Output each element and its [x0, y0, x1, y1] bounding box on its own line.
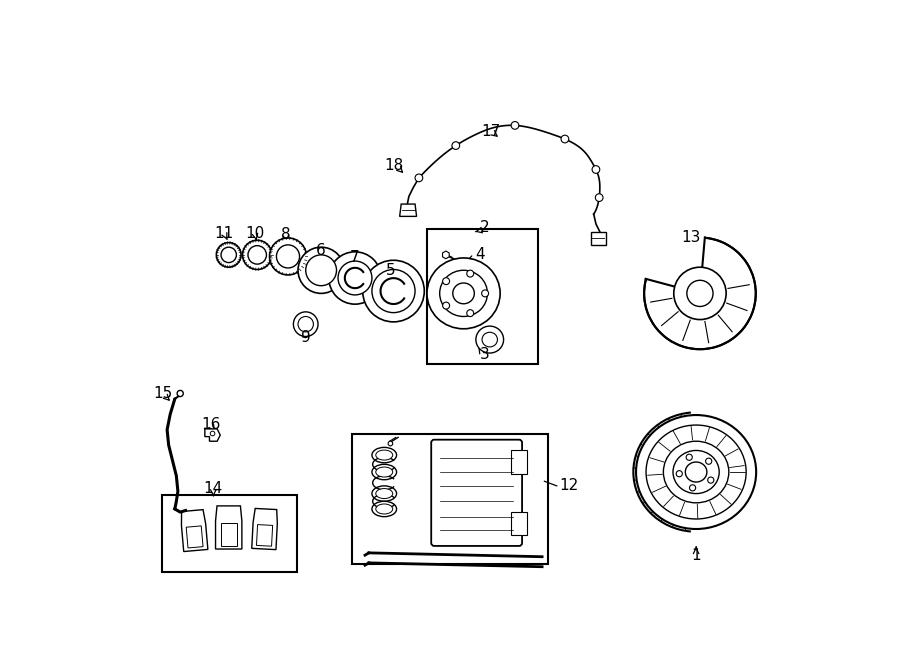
Ellipse shape	[427, 258, 500, 329]
Text: 10: 10	[246, 226, 265, 241]
Ellipse shape	[372, 464, 397, 480]
Ellipse shape	[276, 245, 300, 268]
Bar	[163, 495, 297, 572]
Circle shape	[595, 194, 603, 202]
Ellipse shape	[372, 270, 415, 313]
Text: 13: 13	[681, 229, 700, 245]
Ellipse shape	[673, 450, 719, 494]
Ellipse shape	[298, 317, 313, 332]
Polygon shape	[220, 523, 237, 545]
Polygon shape	[252, 508, 277, 550]
Text: 5: 5	[385, 263, 395, 278]
Ellipse shape	[376, 488, 392, 498]
Circle shape	[467, 270, 473, 277]
Text: 4: 4	[476, 247, 485, 262]
Ellipse shape	[644, 237, 756, 349]
Circle shape	[211, 431, 215, 436]
Ellipse shape	[293, 312, 318, 336]
Ellipse shape	[376, 504, 392, 514]
Text: 3: 3	[480, 348, 490, 362]
Bar	[511, 512, 526, 535]
Circle shape	[686, 454, 692, 460]
Circle shape	[388, 442, 392, 446]
Ellipse shape	[216, 243, 241, 267]
Bar	[427, 229, 538, 364]
Polygon shape	[182, 510, 208, 551]
Circle shape	[676, 471, 682, 477]
Ellipse shape	[338, 261, 372, 295]
Ellipse shape	[376, 450, 392, 460]
Polygon shape	[443, 251, 449, 258]
Text: 1: 1	[691, 548, 701, 563]
Circle shape	[452, 141, 460, 149]
Ellipse shape	[476, 326, 504, 353]
Text: 15: 15	[153, 386, 172, 401]
Ellipse shape	[363, 260, 424, 322]
Bar	[511, 450, 526, 473]
Polygon shape	[215, 506, 242, 549]
Ellipse shape	[482, 332, 498, 347]
Ellipse shape	[298, 247, 344, 293]
Ellipse shape	[328, 252, 382, 304]
Circle shape	[706, 458, 712, 464]
Ellipse shape	[376, 467, 392, 477]
Circle shape	[511, 122, 518, 130]
Ellipse shape	[269, 238, 307, 275]
FancyBboxPatch shape	[431, 440, 522, 546]
Text: 7: 7	[350, 251, 360, 266]
Ellipse shape	[248, 246, 266, 264]
Text: 9: 9	[301, 330, 310, 345]
Circle shape	[707, 477, 714, 483]
Polygon shape	[186, 526, 203, 548]
Ellipse shape	[663, 442, 729, 503]
Ellipse shape	[221, 247, 237, 262]
Circle shape	[415, 174, 423, 182]
Ellipse shape	[372, 501, 397, 517]
Circle shape	[592, 166, 599, 173]
Ellipse shape	[243, 240, 272, 270]
Text: 11: 11	[214, 226, 234, 241]
Polygon shape	[205, 429, 220, 442]
Polygon shape	[256, 525, 273, 546]
Ellipse shape	[372, 486, 397, 501]
Polygon shape	[400, 204, 417, 216]
Circle shape	[482, 290, 489, 297]
Circle shape	[561, 135, 569, 143]
Wedge shape	[644, 235, 705, 293]
Circle shape	[689, 485, 696, 491]
Circle shape	[443, 278, 450, 285]
Bar	[352, 434, 548, 564]
Text: 12: 12	[560, 479, 579, 493]
Ellipse shape	[636, 415, 756, 529]
Text: 16: 16	[202, 417, 220, 432]
Text: 18: 18	[384, 158, 403, 173]
Ellipse shape	[646, 425, 746, 519]
Circle shape	[443, 302, 450, 309]
Text: 17: 17	[481, 124, 500, 139]
Circle shape	[177, 391, 184, 397]
Text: 6: 6	[316, 243, 326, 258]
Ellipse shape	[440, 270, 488, 317]
Ellipse shape	[674, 267, 726, 319]
Circle shape	[467, 310, 473, 317]
Ellipse shape	[372, 447, 397, 463]
Text: 8: 8	[281, 227, 291, 243]
Text: 2: 2	[480, 219, 490, 235]
Text: 14: 14	[203, 481, 223, 496]
Ellipse shape	[306, 255, 337, 286]
Ellipse shape	[685, 462, 706, 482]
Polygon shape	[590, 232, 606, 245]
Ellipse shape	[687, 280, 713, 307]
Ellipse shape	[453, 283, 474, 304]
